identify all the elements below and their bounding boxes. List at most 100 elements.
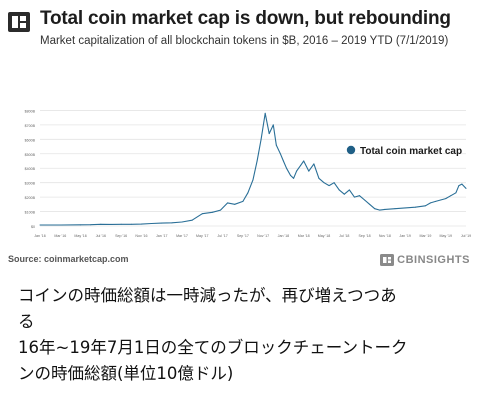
data-point [227, 202, 229, 204]
data-point [318, 177, 320, 179]
x-tick-label: Jul '17 [217, 234, 227, 238]
data-point [458, 185, 460, 187]
data-point [461, 183, 463, 185]
logo-background [8, 12, 30, 32]
data-point [100, 223, 102, 225]
caption-line-1: コインの時価総額は一時減ったが、再び増えつつあ [18, 286, 397, 305]
y-tick-label: $200B [25, 196, 36, 200]
x-tick-label: May '17 [196, 234, 208, 238]
line-chart: $0 $100B $200B $300B $400B $500B $600B $700B $80… [25, 109, 472, 238]
data-point [39, 224, 41, 226]
data-point [256, 160, 258, 162]
y-tick-label: $800B [25, 109, 36, 113]
data-point [272, 124, 274, 126]
x-tick-label: Jan '19 [399, 234, 410, 238]
data-point [430, 202, 431, 204]
legend-marker [346, 145, 356, 155]
series-line-total-coin-market-cap [40, 112, 467, 226]
data-point [296, 170, 298, 172]
data-point [110, 223, 112, 225]
data-point [364, 199, 366, 201]
brand-logo: CBINSIGHTS [380, 252, 470, 268]
data-point [130, 223, 132, 225]
source-note: Source: coinmarketcap.com [8, 254, 129, 264]
cb-mark-icon [380, 254, 395, 266]
data-point [313, 163, 315, 165]
data-point [379, 209, 381, 211]
data-point [465, 187, 467, 189]
x-tick-label: May '18 [318, 234, 330, 238]
data-point [290, 174, 292, 176]
y-tick-label: $0 [31, 225, 35, 229]
data-point [343, 193, 345, 195]
data-point [161, 222, 163, 224]
data-point [384, 208, 386, 210]
y-tick-label: $500B [25, 153, 36, 157]
logo-bar-bottom [20, 23, 26, 28]
x-tick-label: Jan '17 [156, 234, 167, 238]
data-point [279, 153, 281, 155]
data-point [369, 203, 371, 205]
data-point [242, 200, 244, 202]
x-tick-label: Nov '18 [379, 234, 391, 238]
x-tick-label: Sep '18 [359, 234, 371, 238]
y-tick-label: $400B [25, 167, 36, 171]
data-point [252, 179, 254, 181]
data-point [264, 112, 266, 114]
data-point [353, 196, 355, 198]
data-point [348, 189, 350, 191]
data-point [435, 200, 437, 202]
x-tick-label: Mar '17 [176, 234, 188, 238]
cb-insights-logo-icon [8, 12, 30, 32]
data-point [285, 167, 287, 169]
brand-name: CBINSIGHTS [397, 254, 470, 266]
data-point [171, 222, 173, 224]
data-point [220, 209, 222, 211]
x-tick-label: Mar '19 [419, 234, 431, 238]
data-point [450, 195, 452, 197]
data-point [201, 213, 203, 215]
data-point [445, 198, 447, 200]
logo-bar-left [12, 16, 18, 28]
chart-area: $0 $100B $200B $300B $400B $500B $600B $700B $80… [0, 54, 480, 256]
data-point [404, 207, 406, 209]
data-point [282, 160, 284, 162]
data-point [374, 208, 376, 210]
caption-line-2: る [18, 312, 35, 331]
caption-line-4: ンの時価総額(単位10億ドル) [18, 364, 234, 383]
data-point [247, 192, 249, 194]
data-point [181, 221, 183, 223]
x-tick-label: May '19 [439, 234, 451, 238]
y-tick-label: $700B [25, 124, 36, 128]
x-tick-label: Jul '19 [461, 234, 471, 238]
data-point [268, 133, 270, 135]
data-point [120, 223, 122, 225]
chart-header: Total coin market cap is down, but rebou… [8, 8, 472, 54]
data-point [424, 205, 426, 207]
data-point [234, 203, 236, 205]
chart-title: Total coin market cap is down, but rebou… [40, 8, 451, 29]
x-tick-label: Nov '16 [135, 234, 147, 238]
data-point [80, 224, 82, 226]
data-point [275, 144, 277, 146]
y-tick-label: $600B [25, 138, 36, 142]
chart-subtitle: Market capitalization of all blockchain … [40, 35, 449, 47]
data-point [293, 177, 295, 179]
x-tick-label: Jul '18 [339, 234, 349, 238]
data-point [59, 224, 61, 226]
x-tick-label: Sep '16 [115, 234, 127, 238]
data-point [90, 224, 92, 226]
data-point [414, 206, 416, 208]
x-tick-label: Nov '17 [257, 234, 269, 238]
data-point [303, 160, 305, 162]
data-point [338, 189, 340, 191]
caption-line-3: 16年~19年7月1日の全てのブロックチェーントーク [18, 338, 408, 357]
caption: コインの時価総額は一時減ったが、再び増えつつあ る 16年~19年7月1日の全て… [18, 283, 468, 387]
data-point [260, 138, 262, 140]
data-point [151, 223, 153, 225]
data-point [323, 182, 325, 184]
x-tick-label: Mar '16 [54, 234, 66, 238]
x-tick-label: Jan '18 [278, 234, 289, 238]
legend-label: Total coin market cap [360, 146, 462, 157]
x-tick-label: May '16 [74, 234, 86, 238]
